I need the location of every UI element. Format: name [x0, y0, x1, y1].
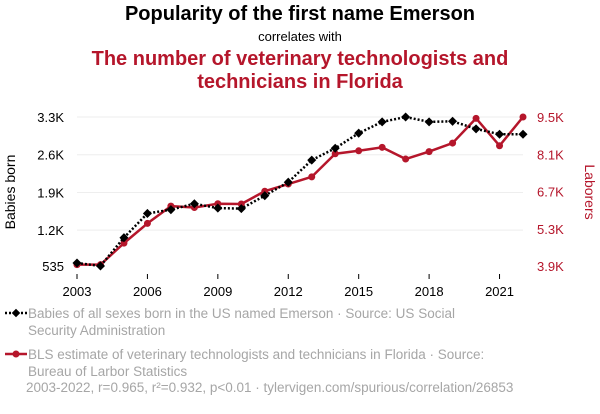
chart-subtitle: correlates with	[258, 29, 342, 44]
x-tick-label: 2012	[274, 284, 303, 299]
y-tick-label-right: 5.3K	[537, 222, 564, 237]
x-tick-label: 2021	[485, 284, 514, 299]
point-babies	[213, 203, 223, 213]
legend-item-babies: Babies of all sexes born in the US named…	[2, 305, 522, 341]
point-babies	[401, 112, 411, 122]
point-babies	[260, 191, 270, 201]
point-laborers	[402, 155, 410, 163]
point-babies	[471, 124, 481, 134]
y-tick-label-left: 535	[42, 259, 64, 274]
y-axis-left-ticks: 535 1.2K 1.9K 2.6K 3.3K	[37, 110, 64, 274]
point-laborers	[449, 139, 457, 147]
legend-text-babies: Babies of all sexes born in the US named…	[28, 306, 455, 338]
point-babies	[424, 117, 434, 127]
point-laborers	[425, 148, 433, 156]
legend-dotted-diamond-icon	[5, 308, 27, 318]
y-axis-left-label: Babies born	[2, 155, 18, 230]
y-tick-label-right: 8.1K	[537, 147, 564, 162]
point-babies	[307, 155, 317, 165]
x-tick-label: 2018	[415, 284, 444, 299]
point-laborers	[355, 147, 363, 155]
y-tick-label-left: 1.9K	[37, 185, 64, 200]
footer-stats: 2003-2022, r=0.965, r²=0.932, p<0.01 · t…	[26, 380, 514, 395]
y-tick-label-left: 1.2K	[37, 223, 64, 238]
point-babies	[377, 117, 387, 127]
grid-lines	[77, 116, 523, 231]
x-tick-label: 2015	[344, 284, 373, 299]
legend-item-laborers: BLS estimate of veterinary technologists…	[2, 346, 522, 382]
y-tick-label-right: 9.5K	[537, 110, 564, 125]
series-laborers	[73, 113, 527, 269]
x-tick-label: 2009	[203, 284, 232, 299]
point-laborers	[237, 200, 245, 208]
point-babies	[330, 143, 340, 153]
legend-solid-circle-icon	[5, 350, 27, 358]
point-laborers	[331, 150, 339, 158]
chart-title-secondary: The number of veterinary technologists a…	[91, 48, 509, 93]
point-babies	[283, 177, 293, 187]
y-axis-right-ticks: 3.9K 5.3K 6.7K 8.1K 9.5K	[537, 110, 564, 274]
point-babies	[354, 128, 364, 138]
x-tick-label: 2006	[133, 284, 162, 299]
point-laborers	[472, 114, 480, 122]
point-laborers	[143, 219, 151, 227]
x-tick-label: 2003	[63, 284, 92, 299]
point-babies	[448, 116, 458, 126]
chart-title: Popularity of the first name Emerson	[124, 3, 476, 25]
y-tick-label-right: 6.7K	[537, 185, 564, 200]
point-babies	[119, 233, 129, 243]
point-babies	[72, 258, 82, 268]
point-babies	[95, 261, 105, 271]
y-axis-right-label: Laborers	[582, 164, 598, 219]
point-laborers	[519, 113, 527, 121]
point-babies	[166, 205, 176, 215]
y-tick-label-right: 3.9K	[537, 259, 564, 274]
point-babies	[189, 199, 199, 209]
x-axis-ticks: 2003 2006 2009 2012 2015 2018 2021	[63, 274, 514, 299]
y-tick-label-left: 3.3K	[37, 110, 64, 125]
point-laborers	[496, 142, 504, 150]
point-laborers	[378, 143, 386, 151]
legend-text-laborers: BLS estimate of veterinary technologists…	[28, 347, 485, 379]
point-babies	[518, 129, 528, 139]
point-laborers	[308, 173, 316, 181]
line-laborers	[77, 116, 524, 266]
y-tick-label-left: 2.6K	[37, 148, 64, 163]
chart-canvas: 535 1.2K 1.9K 2.6K 3.3K 3.9K 5.3K 6.7K 8.1K 9.5K…	[2, 110, 598, 299]
point-babies	[495, 129, 505, 139]
